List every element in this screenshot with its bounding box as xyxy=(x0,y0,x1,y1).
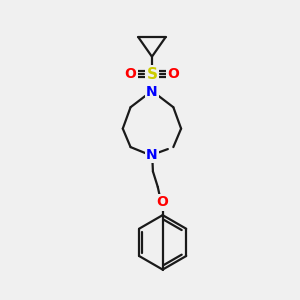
Text: O: O xyxy=(157,196,169,209)
Text: S: S xyxy=(146,67,158,82)
Text: N: N xyxy=(146,148,158,162)
Text: N: N xyxy=(146,85,158,99)
Text: O: O xyxy=(167,67,179,81)
Text: O: O xyxy=(124,67,136,81)
Text: N: N xyxy=(146,148,158,162)
